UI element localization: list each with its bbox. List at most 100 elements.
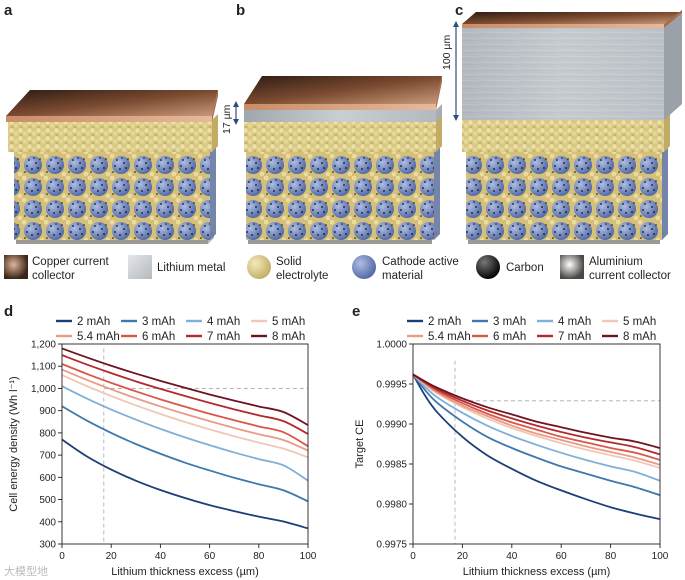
legend-label: 8 mAh — [272, 331, 305, 343]
legend-lithium-line1: Lithium metal — [157, 262, 225, 274]
y-axis-label: Target CE — [354, 420, 366, 469]
series-line — [61, 405, 309, 503]
legend-entry: 5 mAh — [602, 316, 656, 328]
x-tick-label: 20 — [457, 551, 469, 562]
legend-label: 4 mAh — [207, 316, 240, 328]
y-axis-label: Cell energy density (Wh l⁻¹) — [8, 376, 20, 511]
y-tick-label: 0.9995 — [376, 380, 407, 391]
legend-entry: 3 mAh — [121, 316, 175, 328]
y-tick-label: 1,000 — [31, 384, 56, 395]
x-tick-label: 80 — [253, 551, 265, 562]
legend-entry: 6 mAh — [121, 331, 175, 343]
legend-aluminium-line1: Aluminium — [589, 256, 643, 268]
cell-diagram-a — [6, 90, 218, 244]
series-line — [61, 438, 309, 530]
series-line — [61, 363, 309, 448]
x-tick-label: 100 — [652, 551, 669, 562]
series-line — [61, 368, 309, 452]
x-tick-label: 0 — [59, 551, 65, 562]
y-tick-label: 0.9975 — [376, 540, 407, 551]
aluminium-swatch-icon — [560, 255, 584, 279]
legend-label: 6 mAh — [142, 331, 175, 343]
y-tick-label: 500 — [39, 495, 56, 506]
legend-label: 5 mAh — [272, 316, 305, 328]
series-line — [61, 374, 309, 459]
legend-label: 8 mAh — [623, 331, 656, 343]
panel-label-a: a — [4, 2, 13, 19]
plot-frame — [61, 343, 309, 545]
legend-aluminium-line2: current collector — [589, 270, 671, 282]
series-line — [61, 385, 309, 482]
series-line — [412, 373, 661, 497]
series-line — [412, 373, 661, 456]
x-axis-label: Lithium thickness excess (µm) — [111, 566, 259, 578]
x-tick-label: 0 — [410, 551, 416, 562]
panel-label-e: e — [352, 303, 360, 320]
y-tick-label: 1.0000 — [376, 340, 407, 351]
cell-diagram-c: 100 µm — [441, 10, 682, 244]
y-tick-label: 0.9990 — [376, 420, 407, 431]
watermark: 大模型地 — [4, 564, 48, 578]
thickness-label-c: 100 µm — [441, 35, 453, 70]
thickness-label-b: 17 µm — [221, 104, 233, 134]
y-tick-label: 0.9985 — [376, 460, 407, 471]
legend-entry: 8 mAh — [251, 331, 305, 343]
x-tick-label: 40 — [155, 551, 167, 562]
chart-target-ce: 2 mAh 3 mAh 4 mAh 5 mAh 5.4 mAh 6 mAh 7 mAh 8 m… — [354, 316, 669, 578]
legend-aluminium: Aluminium current collector — [560, 255, 671, 282]
cell-diagram-b: 17 µm — [221, 76, 442, 244]
copper-swatch-icon — [4, 255, 28, 279]
legend-entry: 6 mAh — [472, 331, 526, 343]
y-tick-label: 700 — [39, 451, 56, 462]
panel-label-c: c — [455, 2, 463, 19]
legend-cathode-line2: material — [382, 270, 423, 282]
chart-energy-density: 2 mAh 3 mAh 4 mAh 5 mAh 5.4 mAh 6 mAh 7 mAh 8 m… — [8, 316, 317, 578]
y-tick-label: 900 — [39, 406, 56, 417]
series-line — [412, 373, 661, 461]
legend-label: 3 mAh — [493, 316, 526, 328]
electrolyte-sphere-icon — [247, 255, 271, 279]
legend-cathode-line1: Cathode active — [382, 256, 459, 268]
y-tick-label: 0.9980 — [376, 500, 407, 511]
legend-entry: 5.4 mAh — [56, 331, 120, 343]
legend-copper-line2: collector — [32, 270, 75, 282]
material-legend: Copper current collector Lithium metal S… — [4, 255, 671, 282]
legend-electrolyte: Solid electrolyte — [247, 255, 328, 282]
legend-label: 2 mAh — [77, 316, 110, 328]
legend-entry: 7 mAh — [537, 331, 591, 343]
series-line — [412, 373, 661, 466]
legend-electrolyte-line2: electrolyte — [276, 270, 328, 282]
series-line — [412, 373, 661, 521]
y-tick-label: 400 — [39, 517, 56, 528]
series-line — [61, 354, 309, 435]
y-tick-label: 800 — [39, 428, 56, 439]
legend-electrolyte-line1: Solid — [276, 256, 302, 268]
x-axis-label: Lithium thickness excess (µm) — [463, 566, 611, 578]
series-line — [412, 373, 661, 449]
legend-carbon: Carbon — [476, 255, 544, 279]
legend-label: 3 mAh — [142, 316, 175, 328]
legend-label: 5.4 mAh — [77, 331, 120, 343]
x-tick-label: 100 — [300, 551, 317, 562]
legend-cathode: Cathode active material — [352, 255, 459, 282]
panel-label-b: b — [236, 2, 245, 19]
x-tick-label: 60 — [204, 551, 216, 562]
y-tick-label: 1,200 — [31, 340, 56, 351]
legend-copper: Copper current collector — [4, 255, 110, 282]
lithium-swatch-icon — [128, 255, 152, 279]
legend-entry: 7 mAh — [186, 331, 240, 343]
y-tick-label: 1,100 — [31, 362, 56, 373]
legend-entry: 5.4 mAh — [407, 331, 471, 343]
legend-entry: 4 mAh — [186, 316, 240, 328]
legend-label: 6 mAh — [493, 331, 526, 343]
legend-label: 7 mAh — [207, 331, 240, 343]
legend-entry: 2 mAh — [56, 316, 110, 328]
legend-lithium: Lithium metal — [128, 255, 225, 279]
x-tick-label: 20 — [106, 551, 118, 562]
legend-label: 4 mAh — [558, 316, 591, 328]
legend-entry: 4 mAh — [537, 316, 591, 328]
carbon-sphere-icon — [476, 255, 500, 279]
legend-label: 5 mAh — [623, 316, 656, 328]
legend-copper-line1: Copper current — [32, 256, 110, 268]
